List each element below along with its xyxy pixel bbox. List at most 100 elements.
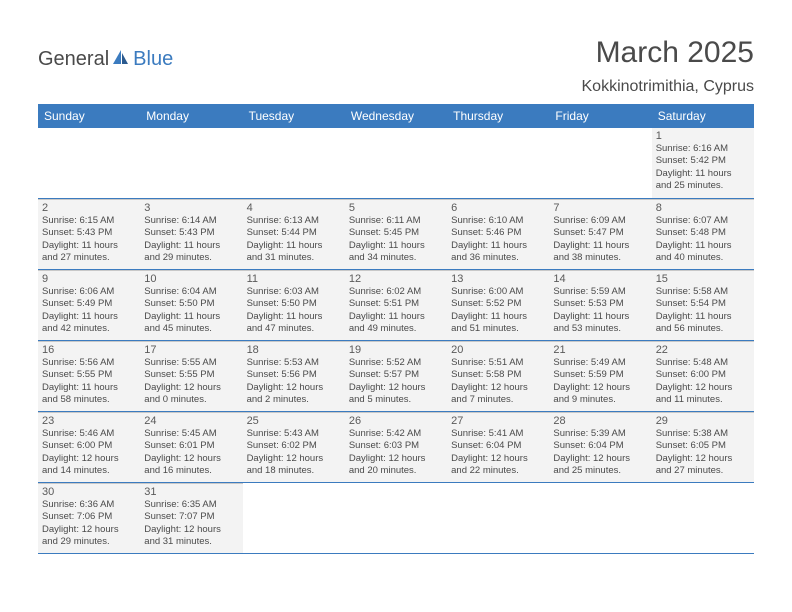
calendar-cell: 22Sunrise: 5:48 AMSunset: 6:00 PMDayligh…	[652, 341, 754, 411]
calendar-cell: 10Sunrise: 6:04 AMSunset: 5:50 PMDayligh…	[140, 270, 242, 340]
month-year: March 2025	[596, 36, 754, 70]
calendar-cell-empty	[549, 483, 651, 553]
daylight-text: Daylight: 12 hours and 9 minutes.	[553, 382, 647, 407]
daylight-text: Daylight: 11 hours and 29 minutes.	[144, 240, 238, 265]
logo-word2: Blue	[133, 48, 173, 71]
calendar-cell: 3Sunrise: 6:14 AMSunset: 5:43 PMDaylight…	[140, 199, 242, 269]
sunrise-text: Sunrise: 5:41 AM	[451, 428, 545, 440]
sunset-text: Sunset: 5:47 PM	[553, 227, 647, 239]
sunset-text: Sunset: 5:46 PM	[451, 227, 545, 239]
calendar-cell: 29Sunrise: 5:38 AMSunset: 6:05 PMDayligh…	[652, 412, 754, 482]
sunrise-text: Sunrise: 5:39 AM	[553, 428, 647, 440]
sunset-text: Sunset: 6:00 PM	[656, 369, 750, 381]
sunset-text: Sunset: 6:01 PM	[144, 440, 238, 452]
sunset-text: Sunset: 6:04 PM	[451, 440, 545, 452]
calendar-cell: 24Sunrise: 5:45 AMSunset: 6:01 PMDayligh…	[140, 412, 242, 482]
day-number: 15	[656, 273, 750, 285]
day-number: 4	[247, 202, 341, 214]
calendar: SundayMondayTuesdayWednesdayThursdayFrid…	[38, 104, 754, 554]
sunrise-text: Sunrise: 5:46 AM	[42, 428, 136, 440]
day-number: 6	[451, 202, 545, 214]
calendar-cell: 25Sunrise: 5:43 AMSunset: 6:02 PMDayligh…	[243, 412, 345, 482]
day-info: Sunrise: 5:38 AMSunset: 6:05 PMDaylight:…	[656, 428, 750, 477]
sunrise-text: Sunrise: 5:48 AM	[656, 357, 750, 369]
calendar-body: 1Sunrise: 6:16 AMSunset: 5:42 PMDaylight…	[38, 128, 754, 554]
daylight-text: Daylight: 11 hours and 47 minutes.	[247, 311, 341, 336]
calendar-cell: 14Sunrise: 5:59 AMSunset: 5:53 PMDayligh…	[549, 270, 651, 340]
day-info: Sunrise: 5:56 AMSunset: 5:55 PMDaylight:…	[42, 357, 136, 406]
day-number: 17	[144, 344, 238, 356]
day-info: Sunrise: 6:16 AMSunset: 5:42 PMDaylight:…	[656, 143, 750, 192]
daylight-text: Daylight: 12 hours and 25 minutes.	[553, 453, 647, 478]
location-subtitle: Kokkinotrimithia, Cyprus	[582, 78, 755, 96]
sunset-text: Sunset: 5:43 PM	[144, 227, 238, 239]
weekday-header: Saturday	[652, 104, 754, 128]
day-number: 30	[42, 486, 136, 498]
day-info: Sunrise: 6:14 AMSunset: 5:43 PMDaylight:…	[144, 215, 238, 264]
sunset-text: Sunset: 5:56 PM	[247, 369, 341, 381]
day-number: 24	[144, 415, 238, 427]
day-number: 25	[247, 415, 341, 427]
sunrise-text: Sunrise: 5:55 AM	[144, 357, 238, 369]
sunrise-text: Sunrise: 6:14 AM	[144, 215, 238, 227]
sunrise-text: Sunrise: 5:42 AM	[349, 428, 443, 440]
sunrise-text: Sunrise: 6:15 AM	[42, 215, 136, 227]
day-info: Sunrise: 6:36 AMSunset: 7:06 PMDaylight:…	[42, 499, 136, 548]
sunrise-text: Sunrise: 5:56 AM	[42, 357, 136, 369]
daylight-text: Daylight: 11 hours and 51 minutes.	[451, 311, 545, 336]
day-number: 27	[451, 415, 545, 427]
day-info: Sunrise: 5:48 AMSunset: 6:00 PMDaylight:…	[656, 357, 750, 406]
calendar-cell: 2Sunrise: 6:15 AMSunset: 5:43 PMDaylight…	[38, 199, 140, 269]
sunset-text: Sunset: 6:04 PM	[553, 440, 647, 452]
daylight-text: Daylight: 11 hours and 58 minutes.	[42, 382, 136, 407]
calendar-row: 16Sunrise: 5:56 AMSunset: 5:55 PMDayligh…	[38, 341, 754, 412]
daylight-text: Daylight: 12 hours and 7 minutes.	[451, 382, 545, 407]
daylight-text: Daylight: 12 hours and 5 minutes.	[349, 382, 443, 407]
daylight-text: Daylight: 12 hours and 27 minutes.	[656, 453, 750, 478]
calendar-cell: 23Sunrise: 5:46 AMSunset: 6:00 PMDayligh…	[38, 412, 140, 482]
day-number: 31	[144, 486, 238, 498]
sunrise-text: Sunrise: 5:49 AM	[553, 357, 647, 369]
calendar-row: 2Sunrise: 6:15 AMSunset: 5:43 PMDaylight…	[38, 199, 754, 270]
daylight-text: Daylight: 12 hours and 18 minutes.	[247, 453, 341, 478]
day-number: 20	[451, 344, 545, 356]
day-number: 9	[42, 273, 136, 285]
daylight-text: Daylight: 11 hours and 36 minutes.	[451, 240, 545, 265]
calendar-cell-empty	[243, 483, 345, 553]
calendar-cell-empty	[652, 483, 754, 553]
calendar-row: 23Sunrise: 5:46 AMSunset: 6:00 PMDayligh…	[38, 412, 754, 483]
sunrise-text: Sunrise: 6:04 AM	[144, 286, 238, 298]
daylight-text: Daylight: 12 hours and 2 minutes.	[247, 382, 341, 407]
sunset-text: Sunset: 5:55 PM	[42, 369, 136, 381]
day-number: 3	[144, 202, 238, 214]
day-number: 2	[42, 202, 136, 214]
day-number: 11	[247, 273, 341, 285]
sunrise-text: Sunrise: 6:06 AM	[42, 286, 136, 298]
day-info: Sunrise: 6:13 AMSunset: 5:44 PMDaylight:…	[247, 215, 341, 264]
calendar-cell-empty	[345, 128, 447, 198]
day-number: 13	[451, 273, 545, 285]
sunset-text: Sunset: 5:54 PM	[656, 298, 750, 310]
sunset-text: Sunset: 5:59 PM	[553, 369, 647, 381]
weekday-header: Sunday	[38, 104, 140, 128]
day-info: Sunrise: 6:04 AMSunset: 5:50 PMDaylight:…	[144, 286, 238, 335]
sunset-text: Sunset: 5:45 PM	[349, 227, 443, 239]
daylight-text: Daylight: 12 hours and 22 minutes.	[451, 453, 545, 478]
sunset-text: Sunset: 5:51 PM	[349, 298, 443, 310]
day-number: 18	[247, 344, 341, 356]
daylight-text: Daylight: 12 hours and 11 minutes.	[656, 382, 750, 407]
day-number: 5	[349, 202, 443, 214]
calendar-cell: 26Sunrise: 5:42 AMSunset: 6:03 PMDayligh…	[345, 412, 447, 482]
sunrise-text: Sunrise: 6:02 AM	[349, 286, 443, 298]
calendar-cell: 5Sunrise: 6:11 AMSunset: 5:45 PMDaylight…	[345, 199, 447, 269]
calendar-cell: 13Sunrise: 6:00 AMSunset: 5:52 PMDayligh…	[447, 270, 549, 340]
calendar-cell: 11Sunrise: 6:03 AMSunset: 5:50 PMDayligh…	[243, 270, 345, 340]
day-number: 7	[553, 202, 647, 214]
day-number: 19	[349, 344, 443, 356]
calendar-cell: 18Sunrise: 5:53 AMSunset: 5:56 PMDayligh…	[243, 341, 345, 411]
sunrise-text: Sunrise: 5:58 AM	[656, 286, 750, 298]
day-info: Sunrise: 5:42 AMSunset: 6:03 PMDaylight:…	[349, 428, 443, 477]
logo-word1: General	[38, 48, 109, 71]
calendar-row: 30Sunrise: 6:36 AMSunset: 7:06 PMDayligh…	[38, 483, 754, 554]
calendar-row: 1Sunrise: 6:16 AMSunset: 5:42 PMDaylight…	[38, 128, 754, 199]
